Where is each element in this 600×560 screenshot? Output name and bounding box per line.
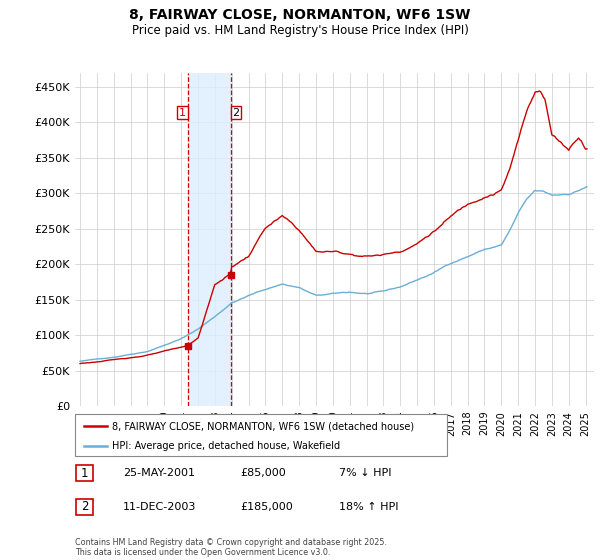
- Bar: [188, 73, 230, 406]
- Text: 8, FAIRWAY CLOSE, NORMANTON, WF6 1SW (detached house): 8, FAIRWAY CLOSE, NORMANTON, WF6 1SW (de…: [112, 421, 415, 431]
- Text: £85,000: £85,000: [240, 468, 286, 478]
- Text: 25-MAY-2001: 25-MAY-2001: [123, 468, 195, 478]
- Text: 2: 2: [232, 108, 239, 118]
- Text: 2: 2: [81, 500, 88, 514]
- FancyBboxPatch shape: [75, 414, 447, 456]
- Text: 7% ↓ HPI: 7% ↓ HPI: [339, 468, 391, 478]
- FancyBboxPatch shape: [76, 499, 93, 515]
- Text: 8, FAIRWAY CLOSE, NORMANTON, WF6 1SW: 8, FAIRWAY CLOSE, NORMANTON, WF6 1SW: [130, 8, 470, 22]
- Text: HPI: Average price, detached house, Wakefield: HPI: Average price, detached house, Wake…: [112, 441, 340, 451]
- Text: £185,000: £185,000: [240, 502, 293, 512]
- Text: 11-DEC-2003: 11-DEC-2003: [123, 502, 196, 512]
- Text: 18% ↑ HPI: 18% ↑ HPI: [339, 502, 398, 512]
- Text: Contains HM Land Registry data © Crown copyright and database right 2025.
This d: Contains HM Land Registry data © Crown c…: [75, 538, 387, 557]
- Text: Price paid vs. HM Land Registry's House Price Index (HPI): Price paid vs. HM Land Registry's House …: [131, 24, 469, 36]
- FancyBboxPatch shape: [76, 465, 93, 481]
- Text: 1: 1: [81, 466, 88, 480]
- Text: 1: 1: [179, 108, 186, 118]
